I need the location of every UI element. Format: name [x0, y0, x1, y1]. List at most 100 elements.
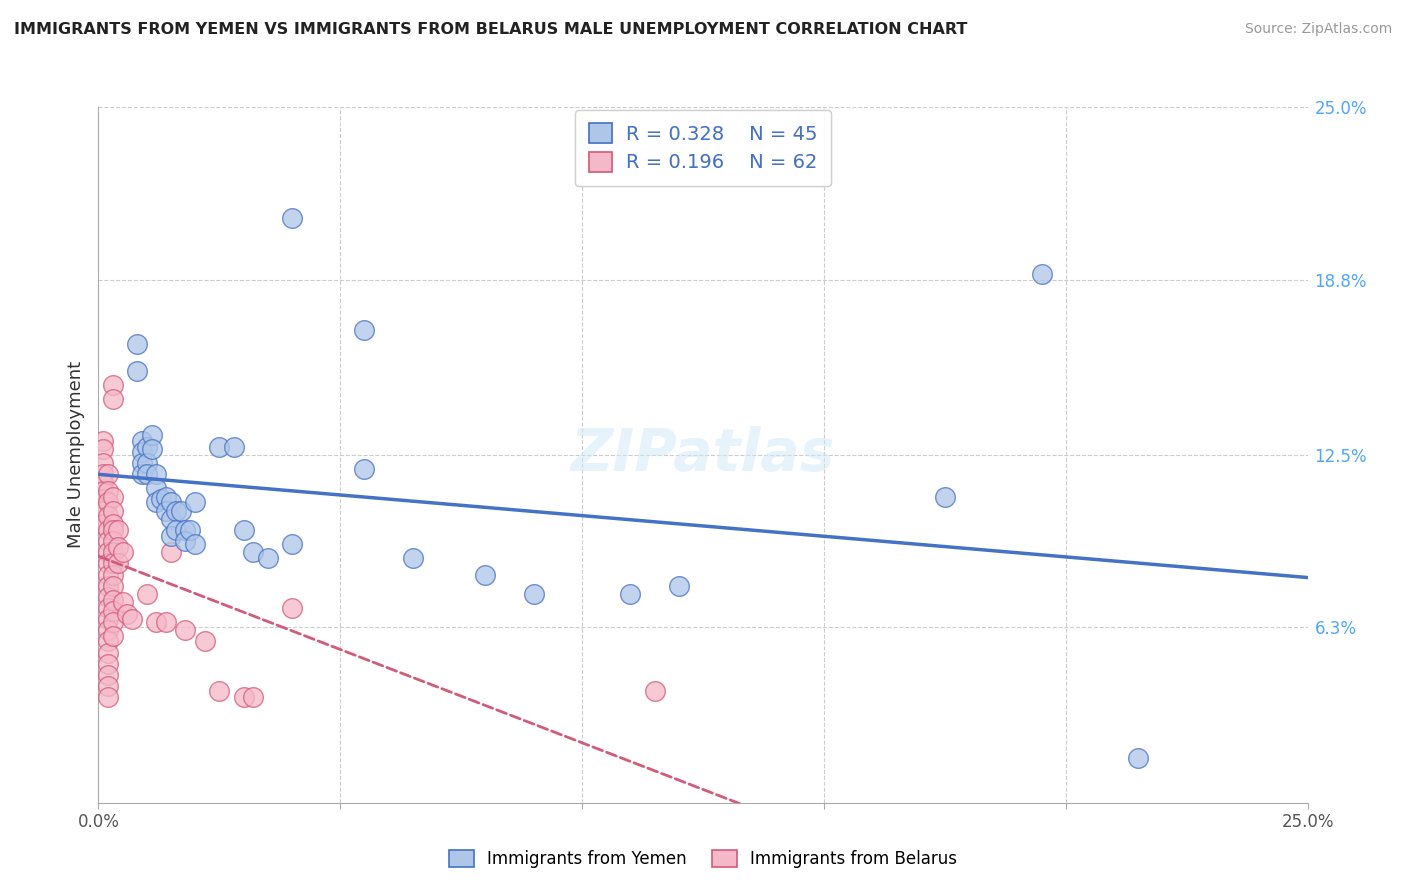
- Point: [97, 667, 120, 681]
- Point: [165, 523, 187, 537]
- Point: [619, 587, 641, 601]
- Point: [131, 445, 153, 459]
- Point: [127, 336, 149, 351]
- Point: [174, 534, 197, 549]
- Point: [523, 587, 546, 601]
- Text: IMMIGRANTS FROM YEMEN VS IMMIGRANTS FROM BELARUS MALE UNEMPLOYMENT CORRELATION C: IMMIGRANTS FROM YEMEN VS IMMIGRANTS FROM…: [14, 22, 967, 37]
- Point: [111, 595, 134, 609]
- Point: [184, 495, 207, 509]
- Point: [353, 462, 375, 476]
- Point: [91, 467, 114, 482]
- Point: [101, 629, 124, 643]
- Point: [232, 690, 254, 704]
- Point: [135, 467, 157, 482]
- Point: [101, 392, 124, 407]
- Point: [97, 690, 120, 704]
- Point: [91, 434, 114, 448]
- Point: [1031, 267, 1053, 281]
- Point: [97, 579, 120, 593]
- Point: [97, 467, 120, 482]
- Point: [111, 545, 134, 559]
- Point: [353, 323, 375, 337]
- Legend: R = 0.328    N = 45, R = 0.196    N = 62: R = 0.328 N = 45, R = 0.196 N = 62: [575, 110, 831, 186]
- Point: [91, 517, 114, 532]
- Point: [160, 512, 183, 526]
- Point: [131, 434, 153, 448]
- Point: [194, 634, 217, 648]
- Point: [97, 646, 120, 660]
- Point: [101, 557, 124, 571]
- Point: [101, 503, 124, 517]
- Point: [281, 211, 304, 226]
- Point: [668, 579, 690, 593]
- Point: [91, 456, 114, 470]
- Point: [1128, 751, 1150, 765]
- Point: [117, 607, 139, 621]
- Point: [101, 579, 124, 593]
- Point: [131, 456, 153, 470]
- Point: [135, 440, 157, 454]
- Point: [145, 481, 167, 495]
- Point: [934, 490, 956, 504]
- Point: [174, 624, 197, 638]
- Point: [97, 657, 120, 671]
- Point: [222, 440, 245, 454]
- Point: [97, 557, 120, 571]
- Point: [174, 523, 197, 537]
- Point: [256, 550, 278, 565]
- Point: [101, 615, 124, 629]
- Point: [141, 428, 163, 442]
- Point: [141, 442, 163, 457]
- Point: [155, 490, 177, 504]
- Point: [135, 456, 157, 470]
- Point: [242, 690, 264, 704]
- Point: [97, 534, 120, 549]
- Point: [155, 615, 177, 629]
- Point: [160, 495, 183, 509]
- Point: [101, 523, 124, 537]
- Point: [402, 550, 425, 565]
- Point: [644, 684, 666, 698]
- Point: [169, 503, 191, 517]
- Point: [101, 592, 124, 607]
- Point: [97, 634, 120, 648]
- Point: [97, 624, 120, 638]
- Legend: Immigrants from Yemen, Immigrants from Belarus: Immigrants from Yemen, Immigrants from B…: [443, 843, 963, 875]
- Point: [91, 484, 114, 499]
- Point: [97, 495, 120, 509]
- Point: [131, 467, 153, 482]
- Point: [97, 545, 120, 559]
- Point: [208, 684, 231, 698]
- Point: [97, 484, 120, 499]
- Point: [91, 492, 114, 507]
- Point: [101, 567, 124, 582]
- Point: [145, 615, 167, 629]
- Point: [107, 523, 129, 537]
- Point: [121, 612, 143, 626]
- Point: [97, 612, 120, 626]
- Point: [127, 364, 149, 378]
- Point: [145, 495, 167, 509]
- Point: [165, 503, 187, 517]
- Point: [281, 537, 304, 551]
- Point: [97, 601, 120, 615]
- Point: [97, 523, 120, 537]
- Point: [281, 601, 304, 615]
- Point: [208, 440, 231, 454]
- Point: [101, 378, 124, 392]
- Point: [232, 523, 254, 537]
- Point: [91, 475, 114, 490]
- Point: [107, 540, 129, 554]
- Y-axis label: Male Unemployment: Male Unemployment: [66, 361, 84, 549]
- Point: [160, 545, 183, 559]
- Point: [145, 467, 167, 482]
- Point: [107, 557, 129, 571]
- Text: ZIPatlas: ZIPatlas: [571, 426, 835, 483]
- Point: [179, 523, 201, 537]
- Point: [101, 604, 124, 618]
- Text: Source: ZipAtlas.com: Source: ZipAtlas.com: [1244, 22, 1392, 37]
- Point: [242, 545, 264, 559]
- Point: [97, 509, 120, 524]
- Point: [97, 567, 120, 582]
- Point: [97, 679, 120, 693]
